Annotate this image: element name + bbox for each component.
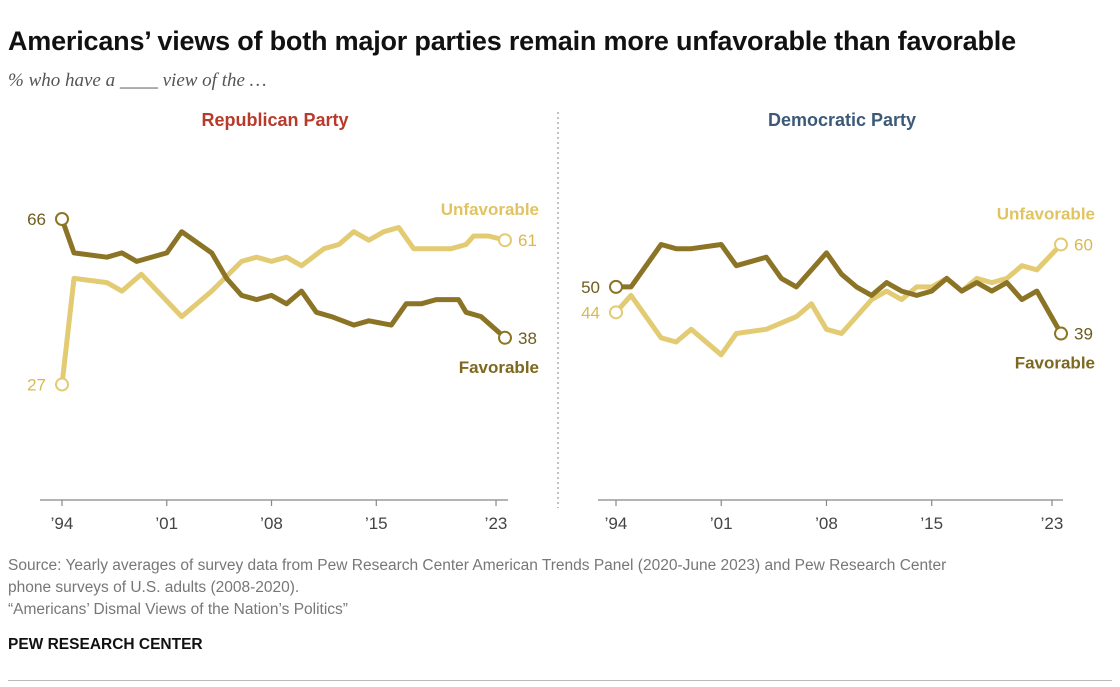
end-label-favorable-democratic: 39 bbox=[1074, 325, 1093, 344]
chart-title: Americans’ views of both major parties r… bbox=[8, 26, 1016, 56]
panel-title-republican: Republican Party bbox=[201, 110, 348, 130]
chart-subtitle: % who have a ____ view of the … bbox=[8, 70, 267, 91]
end-marker-favorable-democratic bbox=[1054, 326, 1068, 341]
x-tick-label-republican-1: ’01 bbox=[155, 514, 178, 533]
source-line-1: Source: Yearly averages of survey data f… bbox=[8, 557, 947, 574]
line-favorable-democratic bbox=[613, 242, 1064, 336]
series-label-favorable-democratic: Favorable bbox=[1015, 354, 1095, 373]
x-tick-label-democratic-2: ’08 bbox=[815, 514, 838, 533]
start-label-favorable-republican: 66 bbox=[27, 210, 46, 229]
series-label-favorable-republican: Favorable bbox=[459, 358, 539, 377]
x-tick-label-republican-0: ’94 bbox=[51, 514, 74, 533]
x-tick-label-republican-2: ’08 bbox=[260, 514, 283, 533]
end-label-unfavorable-republican: 61 bbox=[518, 231, 537, 250]
end-marker-unfavorable-republican bbox=[498, 233, 512, 248]
charts-svg: Republican Party ’94 ’01 ’08 ’15 ’23 27 61 Unfav… bbox=[27, 110, 1095, 533]
start-marker-favorable-republican bbox=[55, 212, 69, 226]
start-label-favorable-democratic: 50 bbox=[581, 278, 600, 297]
series-label-unfavorable-republican: Unfavorable bbox=[441, 200, 539, 219]
start-marker-unfavorable-democratic bbox=[609, 305, 623, 320]
source-line-2: phone surveys of U.S. adults (2008-2020)… bbox=[8, 579, 300, 596]
x-tick-label-republican-3: ’15 bbox=[365, 514, 388, 533]
start-label-unfavorable-democratic: 44 bbox=[581, 303, 600, 322]
x-tick-label-democratic-3: ’15 bbox=[920, 514, 943, 533]
line-unfavorable-republican bbox=[59, 225, 508, 387]
line-favorable-republican bbox=[59, 216, 508, 341]
x-tick-label-republican-4: ’23 bbox=[485, 514, 508, 533]
x-tick-label-democratic-0: ’94 bbox=[605, 514, 628, 533]
end-marker-favorable-republican bbox=[498, 330, 512, 345]
start-marker-unfavorable-republican bbox=[55, 377, 69, 392]
pew-research-center-logo: PEW RESEARCH CENTER bbox=[8, 636, 203, 653]
x-tick-label-democratic-4: ’23 bbox=[1041, 514, 1064, 533]
start-label-unfavorable-republican: 27 bbox=[27, 375, 46, 394]
footer-rule bbox=[8, 680, 1112, 681]
start-marker-favorable-democratic bbox=[609, 279, 623, 294]
series-label-unfavorable-democratic: Unfavorable bbox=[997, 204, 1095, 223]
end-label-unfavorable-democratic: 60 bbox=[1074, 235, 1093, 254]
panel-title-democratic: Democratic Party bbox=[768, 110, 916, 130]
x-tick-label-democratic-1: ’01 bbox=[710, 514, 733, 533]
end-marker-unfavorable-democratic bbox=[1054, 237, 1068, 252]
source-note: Source: Yearly averages of survey data f… bbox=[8, 555, 1098, 621]
line-unfavorable-democratic bbox=[613, 242, 1064, 358]
source-line-3: “Americans’ Dismal Views of the Nation’s… bbox=[8, 601, 348, 618]
end-label-favorable-republican: 38 bbox=[518, 329, 537, 348]
